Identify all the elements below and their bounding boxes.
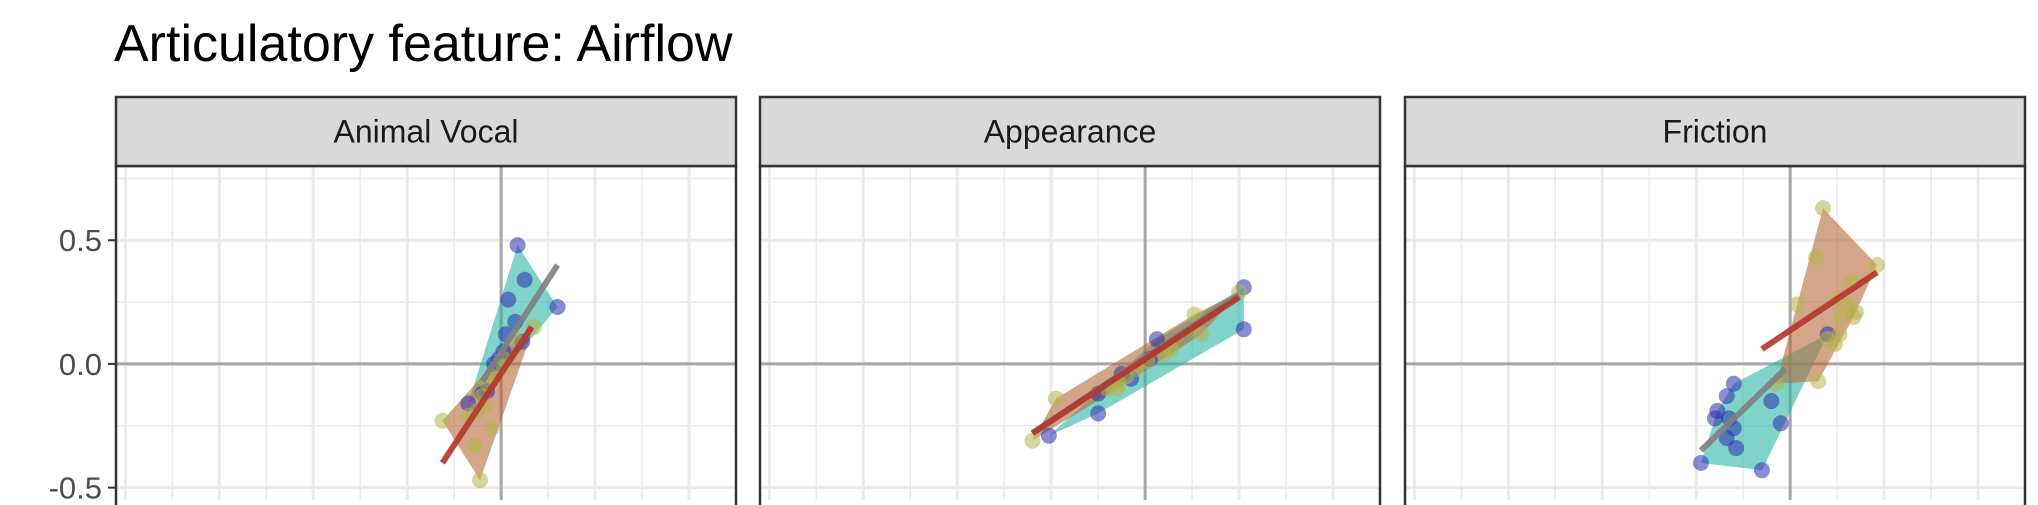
fit-line-group-2	[1030, 294, 1241, 436]
facet-strip	[1403, 95, 2027, 168]
data-point-group-1	[1235, 321, 1252, 338]
data-point-group-1	[516, 271, 533, 288]
data-point-group-2	[1024, 432, 1041, 449]
data-point-group-1	[1753, 462, 1770, 479]
data-point-group-1	[1148, 331, 1165, 348]
data-point-group-1	[1692, 454, 1709, 471]
data-point-group-2	[434, 412, 451, 429]
chart-title: Articulatory feature: Airflow	[114, 15, 733, 73]
data-point-group-1	[1772, 415, 1789, 432]
data-point-group-1	[500, 291, 517, 308]
data-point-group-2	[1193, 326, 1210, 343]
facet-strip	[758, 95, 1382, 168]
data-point-group-2	[1789, 296, 1806, 313]
y-tick-label: 0.0	[59, 347, 102, 382]
data-point-group-1	[1090, 405, 1107, 422]
y-tick-label: 0.5	[59, 223, 102, 258]
data-point-group-1	[1725, 375, 1742, 392]
data-point-group-1	[1728, 440, 1745, 457]
data-point-group-1	[1763, 393, 1780, 410]
data-point-group-1	[1040, 427, 1057, 444]
fit-line-group-2	[1760, 269, 1879, 352]
data-point-group-2	[1108, 380, 1125, 397]
data-point-group-2	[1807, 249, 1824, 266]
fit-line-group-1	[479, 263, 561, 383]
data-point-group-2	[483, 420, 500, 437]
hull-friction-group-2	[1776, 208, 1877, 384]
facet-strip	[114, 95, 738, 168]
data-point-group-2	[1845, 308, 1862, 325]
data-point-group-2	[1047, 390, 1064, 407]
data-point-group-2	[467, 437, 484, 454]
facet-strip-label: Appearance	[984, 114, 1157, 150]
data-point-group-1	[549, 299, 566, 316]
y-tick-label: -0.5	[49, 471, 102, 505]
data-point-group-1	[509, 237, 526, 254]
data-point-group-1	[1707, 410, 1723, 427]
fit-line-group-2	[439, 325, 535, 465]
fit-line-group-1	[1698, 366, 1788, 453]
data-point-group-2	[1826, 336, 1843, 353]
data-point-group-2	[1869, 256, 1886, 273]
facet-strip-label: Friction	[1663, 114, 1768, 150]
data-point-group-2	[1815, 200, 1832, 217]
data-point-group-2	[1810, 373, 1827, 390]
panel-background	[116, 166, 736, 500]
panel-background	[760, 166, 1380, 500]
data-point-group-2	[1833, 308, 1850, 325]
data-point-group-1	[1718, 388, 1735, 405]
facet-strip-label: Animal Vocal	[334, 114, 519, 150]
data-point-group-2	[472, 472, 489, 489]
